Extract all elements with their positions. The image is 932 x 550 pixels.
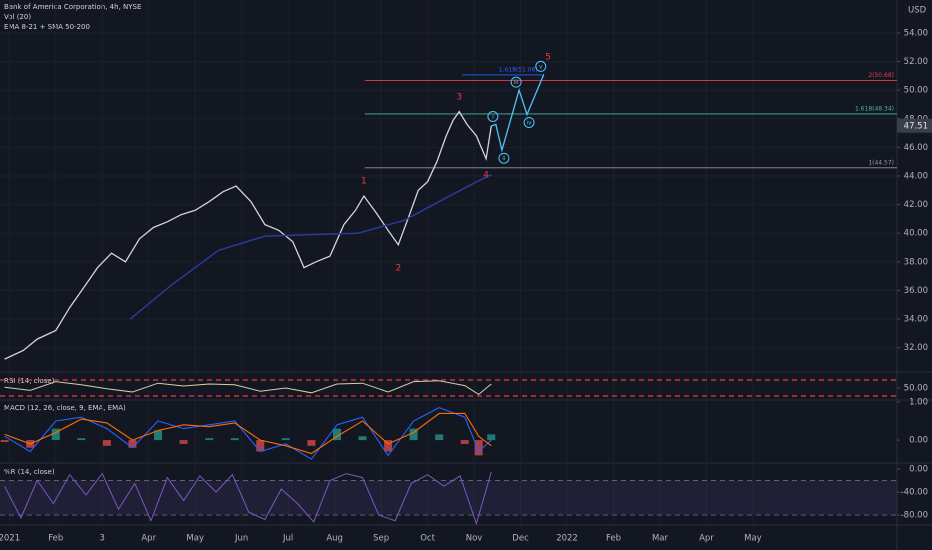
macd-histogram-bar: [281, 438, 290, 441]
panel-title: MACD (12, 26, close, 9, EMA, EMA): [4, 404, 126, 412]
x-tick-label: Nov: [466, 534, 483, 544]
y-tick-label: 34.00: [904, 315, 928, 325]
wave-marker: [498, 152, 510, 164]
y-tick-label: 42.00: [904, 200, 928, 210]
macd-histogram-bar: [102, 440, 111, 446]
panel-title: %R (14, close): [4, 468, 55, 476]
y-tick-label: 44.00: [904, 171, 928, 181]
wave-label: i: [492, 113, 494, 120]
y-tick-label: 32.00: [904, 343, 928, 353]
macd-histogram-bar: [460, 440, 469, 444]
chart-title: Bank of America Corporation, 4h, NYSE: [4, 3, 141, 11]
macd-histogram-bar: [307, 440, 316, 446]
y-tick-label: 36.00: [904, 286, 928, 296]
y-tick-label: 38.00: [904, 257, 928, 267]
x-tick-label: Jun: [234, 534, 248, 544]
wave-marker: [487, 110, 499, 122]
x-tick-label: 3: [100, 534, 105, 544]
y-tick-label: 52.00: [904, 57, 928, 67]
fib-label: 2(50.68): [868, 72, 894, 79]
wave-marker: [510, 76, 522, 88]
price-line: [4, 110, 492, 360]
fib-label: 1.618(48.34): [855, 105, 894, 112]
x-tick-label: Jul: [282, 534, 293, 544]
wave-label: iv: [526, 119, 532, 126]
wave-marker: [535, 60, 547, 72]
macd-histogram-bar: [0, 440, 9, 442]
macd-histogram-bar: [487, 434, 496, 441]
y-tick-label: -80.00: [901, 510, 928, 520]
macd-histogram-bar: [179, 440, 188, 444]
macd-line: [4, 406, 492, 460]
y-tick-label: 0.00: [909, 436, 928, 446]
wave-count: 2: [395, 263, 401, 273]
fib-label: 1(44.57): [868, 159, 894, 166]
x-tick-label: Feb: [606, 534, 621, 544]
indicator-label: EMA 8-21 + SMA 50-200: [4, 23, 90, 31]
x-tick-label: 2021: [0, 534, 20, 544]
macd-histogram-bar: [77, 438, 86, 441]
y-tick-label: 54.00: [904, 28, 928, 38]
x-tick-label: Aug: [326, 534, 343, 544]
x-tick-label: 2022: [556, 534, 578, 544]
last-price-box: [897, 118, 932, 133]
y-tick-label: 46.00: [904, 143, 928, 153]
x-tick-label: Mar: [652, 534, 669, 544]
wave-projection: [491, 74, 545, 153]
wave-count: 4: [483, 170, 489, 180]
wave-count: 5: [545, 52, 551, 62]
macd-histogram-bar: [358, 436, 367, 441]
wave-label: v: [539, 63, 543, 70]
wave-count: 1: [361, 176, 367, 186]
signal-line: [4, 412, 492, 455]
sma-line: [129, 173, 492, 320]
x-tick-label: Dec: [512, 534, 529, 544]
x-tick-label: Apr: [699, 534, 714, 544]
wave-label: iii: [514, 79, 519, 86]
last-price-label: 47.51: [904, 121, 928, 131]
wave-label: ii: [502, 155, 506, 162]
x-tick-label: May: [744, 534, 762, 544]
x-tick-label: May: [186, 534, 204, 544]
y-tick-label: 0.00: [909, 464, 928, 474]
macd-histogram-bar: [51, 428, 60, 441]
indicator-label: Vol (20): [4, 13, 31, 21]
x-tick-label: Oct: [420, 534, 435, 544]
rsi-line: [4, 380, 492, 396]
macd-histogram-bar: [435, 434, 444, 441]
macd-histogram-bar: [154, 430, 163, 441]
macd-histogram-bar: [409, 428, 418, 441]
level-band: [0, 480, 897, 515]
x-tick-label: Feb: [48, 534, 63, 544]
y-tick-label: 1.00: [909, 397, 928, 407]
macd-histogram-bar: [332, 428, 341, 441]
macd-histogram-bar: [230, 438, 239, 441]
x-tick-label: Apr: [141, 534, 156, 544]
y-tick-label: 50.00: [904, 86, 928, 96]
y-tick-label: -40.00: [901, 487, 928, 497]
currency-label: USD: [908, 6, 927, 16]
y-tick-label: 40.00: [904, 229, 928, 239]
panel-title: RSI (14, close): [4, 377, 55, 385]
y-tick-label: 50.00: [904, 384, 928, 394]
macd-histogram-bar: [128, 440, 137, 448]
williams-r-line: [4, 471, 492, 526]
macd-histogram-bar: [205, 438, 214, 441]
macd-histogram-bar: [384, 440, 393, 452]
macd-histogram-bar: [256, 440, 265, 452]
wave-marker: [523, 116, 535, 128]
macd-histogram-bar: [474, 440, 483, 456]
fib-label: 1.618(51.06): [499, 66, 538, 73]
x-tick-label: Sep: [373, 534, 389, 544]
wave-count: 3: [456, 93, 462, 103]
